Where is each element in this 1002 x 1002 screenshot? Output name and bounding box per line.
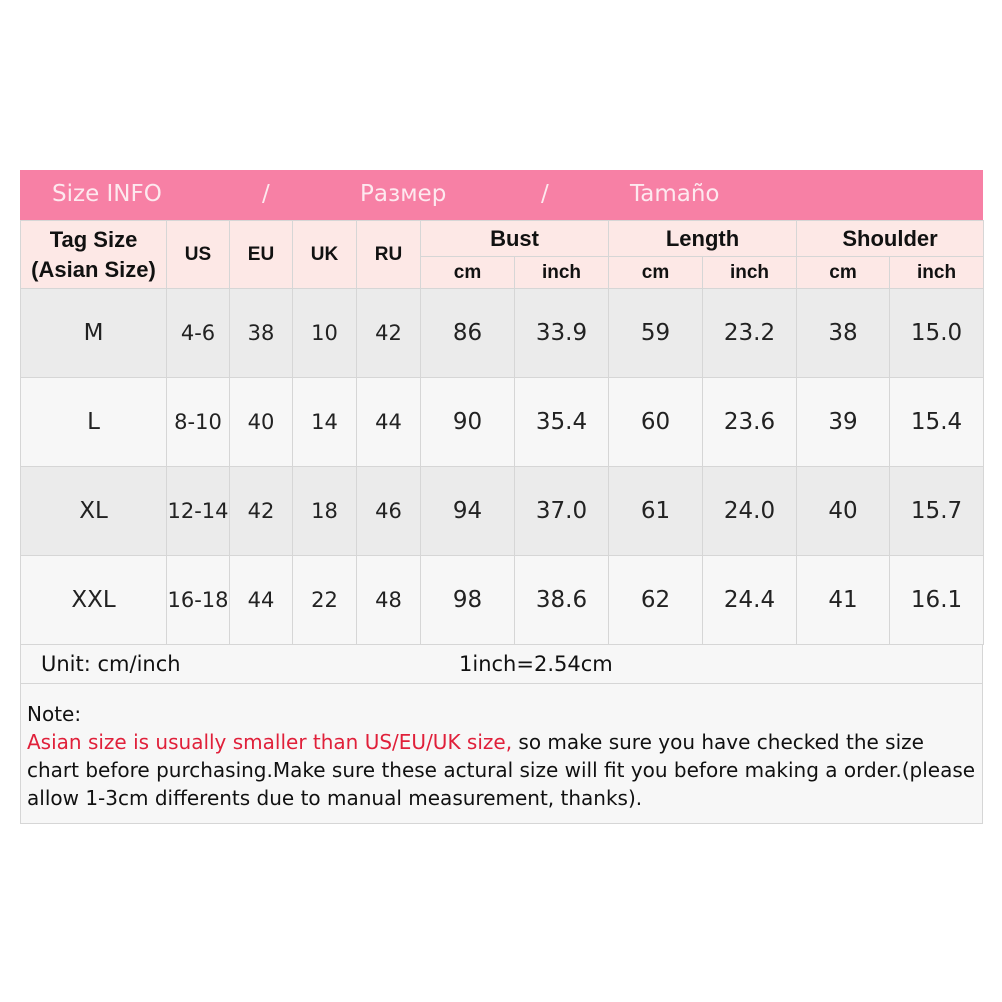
table-cell: 86 — [420, 288, 515, 378]
note-label: Note: — [27, 702, 82, 726]
table-cell: 16.1 — [889, 555, 985, 645]
header-inch: inch — [513, 256, 610, 289]
table-cell: 38.6 — [513, 555, 610, 645]
unit-conversion: 1inch=2.54cm — [459, 652, 613, 676]
header-bust: Bust — [419, 220, 610, 257]
table-cell: 4-6 — [166, 288, 230, 378]
header-us: US — [166, 220, 230, 289]
header-inch: inch — [702, 256, 798, 289]
table-cell: M — [20, 288, 167, 378]
title-en: Size INFO — [52, 181, 162, 207]
table-cell: 90 — [420, 377, 515, 467]
table-cell: 23.6 — [702, 377, 798, 467]
size-chart: Size INFO / Размер / Tamaño Tag Size (Asi… — [20, 170, 985, 824]
header-tag-size: Tag Size (Asian Size) — [20, 220, 167, 289]
table-cell: 98 — [420, 555, 515, 645]
table-cell: 15.4 — [889, 377, 985, 467]
note-text: so make sure you have checked the size c… — [27, 730, 976, 810]
table-cell: 42 — [229, 466, 293, 556]
table-cell: 48 — [356, 555, 421, 645]
table-cell: 8-10 — [166, 377, 230, 467]
table-row: XL 12-14 42 18 46 94 37.0 61 24.0 40 15.7 — [20, 466, 985, 556]
unit-row: Unit: cm/inch 1inch=2.54cm — [20, 645, 983, 684]
table-cell: L — [20, 377, 167, 467]
table-cell: 40 — [796, 466, 891, 556]
table-cell: 41 — [796, 555, 891, 645]
header-length: Length — [608, 220, 798, 257]
table-cell: 40 — [229, 377, 293, 467]
table-cell: 35.4 — [513, 377, 610, 467]
header-cm: cm — [796, 256, 891, 289]
title-es: Tamaño — [630, 181, 720, 207]
table-cell: 33.9 — [513, 288, 610, 378]
table-cell: 44 — [356, 377, 421, 467]
table-cell: 61 — [608, 466, 704, 556]
header-inch: inch — [889, 256, 985, 289]
title-bar: Size INFO / Размер / Tamaño — [20, 170, 983, 220]
header-cm: cm — [608, 256, 704, 289]
table-cell: XL — [20, 466, 167, 556]
title-ru: Размер — [360, 181, 447, 207]
table-cell: XXL — [20, 555, 167, 645]
table-cell: 15.7 — [889, 466, 985, 556]
table-cell: 22 — [292, 555, 357, 645]
table-cell: 16-18 — [166, 555, 230, 645]
table-cell: 62 — [608, 555, 704, 645]
table-cell: 60 — [608, 377, 704, 467]
table-cell: 23.2 — [702, 288, 798, 378]
table-cell: 24.4 — [702, 555, 798, 645]
table-cell: 44 — [229, 555, 293, 645]
table-cell: 39 — [796, 377, 891, 467]
table-cell: 37.0 — [513, 466, 610, 556]
header-cm: cm — [420, 256, 515, 289]
unit-label: Unit: cm/inch — [41, 652, 181, 676]
table-cell: 12-14 — [166, 466, 230, 556]
table-row: L 8-10 40 14 44 90 35.4 60 23.6 39 15.4 — [20, 377, 985, 467]
table-cell: 38 — [229, 288, 293, 378]
table-cell: 46 — [356, 466, 421, 556]
header-shoulder: Shoulder — [796, 220, 985, 257]
table-cell: 59 — [608, 288, 704, 378]
table-cell: 15.0 — [889, 288, 985, 378]
table-row: M 4-6 38 10 42 86 33.9 59 23.2 38 15.0 — [20, 288, 985, 378]
note-warning: Asian size is usually smaller than US/EU… — [27, 730, 513, 754]
note: Note: Asian size is usually smaller than… — [20, 684, 983, 824]
table-cell: 14 — [292, 377, 357, 467]
table-cell: 18 — [292, 466, 357, 556]
table-cell: 24.0 — [702, 466, 798, 556]
header-ru: RU — [356, 220, 421, 289]
table-row: XXL 16-18 44 22 48 98 38.6 62 24.4 41 16.1 — [20, 555, 985, 645]
table-cell: 38 — [796, 288, 891, 378]
table-cell: 42 — [356, 288, 421, 378]
title-sep: / — [262, 181, 270, 207]
header-uk: UK — [292, 220, 357, 289]
table-cell: 94 — [420, 466, 515, 556]
size-table: Tag Size (Asian Size) US EU UK RU Bust Le… — [20, 220, 985, 645]
title-sep: / — [541, 181, 549, 207]
table-cell: 10 — [292, 288, 357, 378]
header-eu: EU — [229, 220, 293, 289]
